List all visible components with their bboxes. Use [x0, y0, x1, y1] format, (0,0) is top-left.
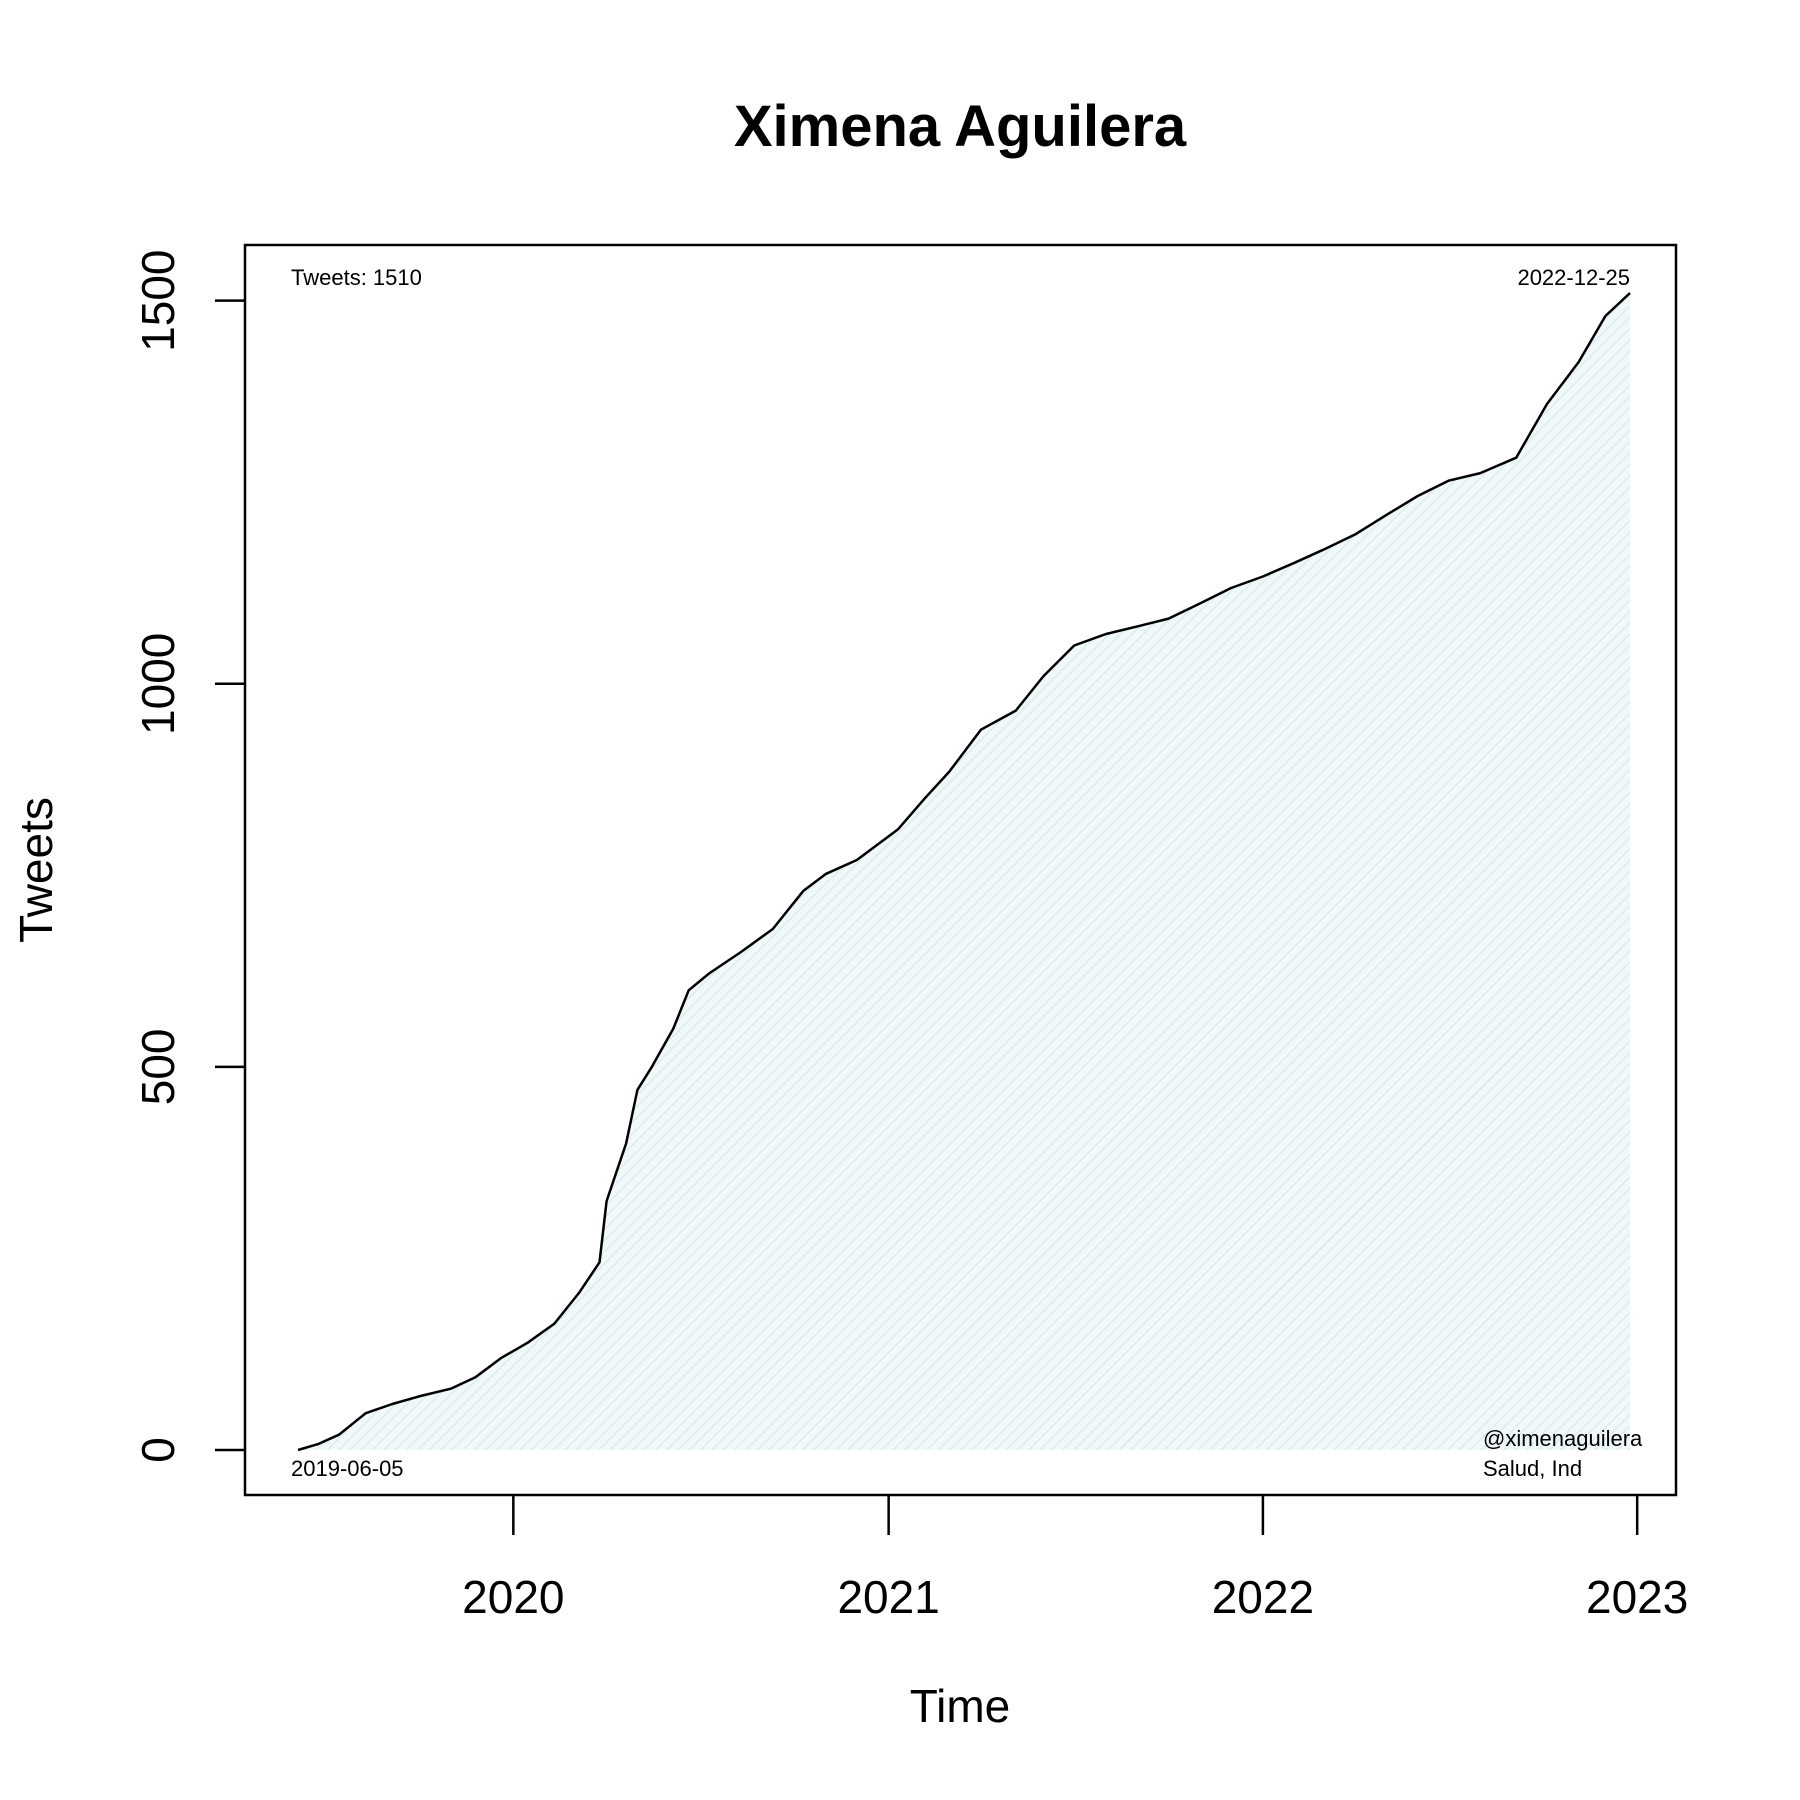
y-tick-label: 1000	[132, 633, 184, 735]
y-axis-label: Tweets	[10, 797, 62, 943]
x-tick-label: 2020	[462, 1571, 564, 1623]
y-axis: 0 500 1000 1500	[132, 249, 245, 1463]
x-tick-label: 2022	[1212, 1571, 1314, 1623]
chart-title: Ximena Aguilera	[734, 94, 1187, 159]
x-tick-label: 2021	[837, 1571, 939, 1623]
y-tick-label: 1500	[132, 249, 184, 351]
annotation-start-date: 2019-06-05	[291, 1456, 404, 1481]
y-tick-label: 500	[132, 1029, 184, 1106]
annotation-affiliation: Salud, Ind	[1483, 1456, 1582, 1481]
series-line	[297, 292, 1631, 1452]
plot-frame	[243, 243, 1678, 1497]
annotation-handle: @ximenaguilera	[1483, 1426, 1643, 1451]
annotation-end-date: 2022-12-25	[1517, 265, 1630, 290]
y-tick-label: 0	[132, 1437, 184, 1463]
plot-area	[243, 243, 1678, 1497]
annotation-tweet-count: Tweets: 1510	[291, 265, 422, 290]
x-axis-label: Time	[910, 1680, 1011, 1732]
x-axis: 2020 2021 2022 2023	[462, 1495, 1688, 1623]
area-hatch	[298, 293, 1630, 1450]
x-tick-label: 2023	[1586, 1571, 1688, 1623]
